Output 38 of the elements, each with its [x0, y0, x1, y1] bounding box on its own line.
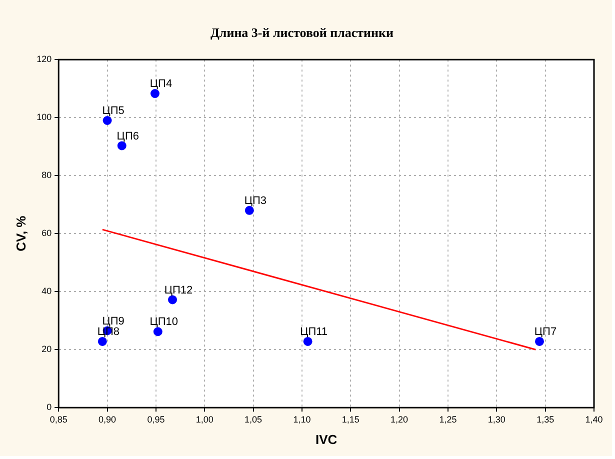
x-tick-label: 1,00 [196, 414, 214, 424]
chart-title: Длина 3-й листовой пластинки [210, 25, 394, 40]
x-axis-title: IVC [315, 432, 338, 447]
x-tick-label: 1,40 [585, 414, 603, 424]
x-tick-label: 1,25 [439, 414, 457, 424]
annotation: ЦП4 [150, 78, 172, 90]
point [244, 206, 254, 215]
y-tick-label: 60 [42, 228, 52, 238]
y-axis-title: CV, % [13, 215, 28, 252]
annotation: ЦП12 [164, 284, 193, 296]
point [153, 327, 162, 336]
annotation: ЦП9 [102, 315, 124, 328]
x-tick-label: 1,35 [536, 414, 554, 424]
annotation: ЦП6 [116, 130, 139, 142]
annotation: ЦП7 [534, 326, 557, 338]
y-tick-label: 80 [42, 170, 52, 180]
point [534, 336, 544, 346]
x-tick-label: 0,85 [50, 414, 68, 424]
x-tick-label: 1,05 [244, 414, 262, 424]
annotation: ЦП10 [150, 316, 178, 328]
point [117, 141, 126, 150]
y-tick-label: 40 [42, 286, 52, 296]
x-tick-label: 1,30 [488, 414, 506, 424]
annotation: ЦП5 [102, 105, 124, 118]
x-tick-label: 0,95 [147, 414, 165, 424]
x-tick-label: 1,20 [390, 414, 408, 424]
point [98, 336, 107, 346]
y-tick-label: 20 [42, 344, 52, 354]
y-tick-label: 120 [36, 54, 52, 64]
y-tick-label: 100 [36, 112, 52, 122]
annotation: ЦП3 [244, 194, 266, 207]
point [150, 89, 160, 98]
point [102, 116, 112, 125]
x-tick-label: 1,10 [293, 414, 311, 424]
x-tick-label: 1,15 [342, 414, 360, 424]
x-tick-label: 0,90 [98, 414, 116, 424]
annotation: ЦП11 [300, 326, 328, 338]
y-tick-label: 0 [46, 402, 52, 412]
